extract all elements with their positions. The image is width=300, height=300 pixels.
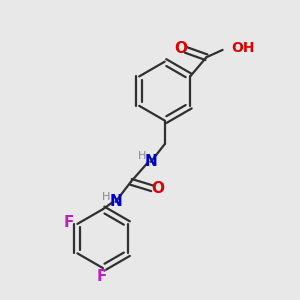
Text: N: N xyxy=(145,154,157,169)
Text: O: O xyxy=(152,181,164,196)
Text: H: H xyxy=(138,152,146,161)
Text: O: O xyxy=(174,41,187,56)
Text: OH: OH xyxy=(231,41,255,56)
Text: F: F xyxy=(64,215,74,230)
Text: H: H xyxy=(102,191,110,202)
Text: N: N xyxy=(109,194,122,209)
Text: F: F xyxy=(97,269,107,284)
